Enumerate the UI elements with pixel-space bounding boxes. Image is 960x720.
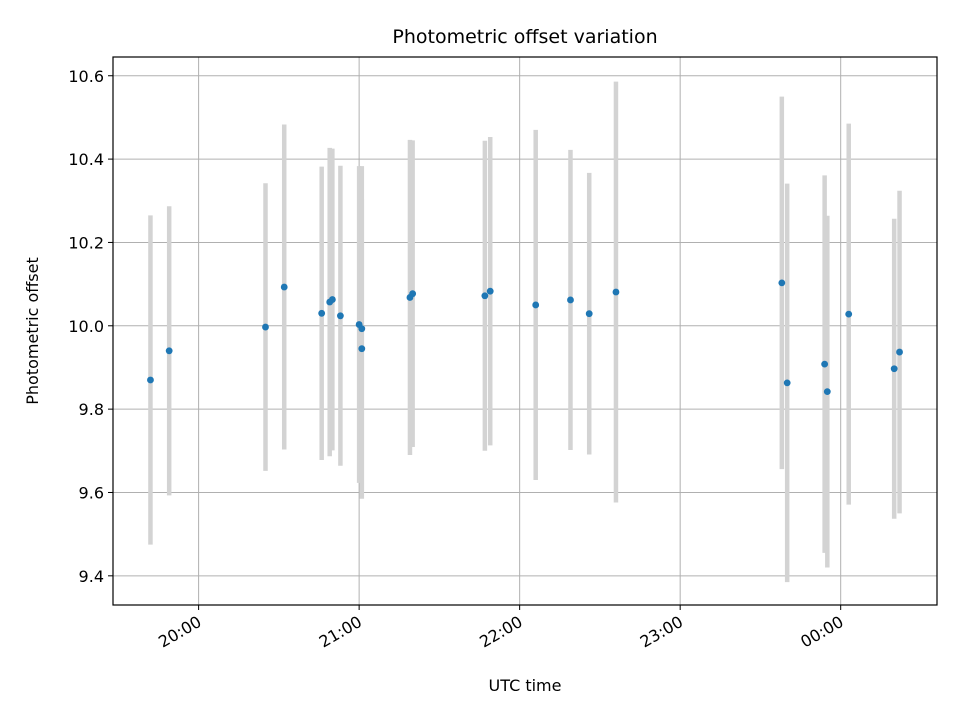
data-point: [896, 348, 903, 356]
plot-area-frame: [112, 56, 938, 606]
y-tick-label: 10.0: [68, 317, 104, 336]
data-point: [409, 290, 417, 298]
data-point: [778, 279, 786, 287]
data-point: [486, 287, 494, 295]
data-point: [821, 360, 829, 368]
data-point: [358, 345, 366, 353]
y-axis: 9.4 9.6 9.8 10.0 10.2 10.4 10.6: [68, 67, 113, 586]
data-point: [481, 292, 489, 300]
data-point: [358, 325, 366, 333]
y-tick-label: 9.4: [79, 567, 104, 586]
data-point: [262, 323, 269, 331]
y-tick-label: 10.6: [68, 67, 104, 86]
y-tick-label: 9.8: [79, 400, 104, 419]
data-point: [890, 365, 898, 373]
data-point: [585, 310, 593, 318]
data-point: [328, 296, 336, 303]
data-point: [532, 301, 540, 309]
data-point: [612, 288, 620, 296]
data-point: [845, 310, 853, 318]
data-point: [567, 296, 574, 304]
data-point: [318, 309, 326, 317]
y-axis-label: Photometric offset: [23, 257, 42, 405]
y-tick-label: 10.2: [68, 233, 104, 252]
data-point: [337, 312, 344, 320]
y-tick-label: 9.6: [79, 483, 104, 502]
data-point: [147, 376, 154, 384]
grid: [113, 57, 937, 605]
y-tick-label: 10.4: [68, 150, 104, 169]
x-axis-label: UTC time: [489, 676, 562, 695]
data-point: [783, 379, 791, 387]
data-points: [147, 279, 903, 396]
chart-title: Photometric offset variation: [392, 26, 657, 48]
data-point: [165, 347, 173, 355]
data-point: [280, 283, 288, 291]
data-point: [823, 388, 831, 396]
